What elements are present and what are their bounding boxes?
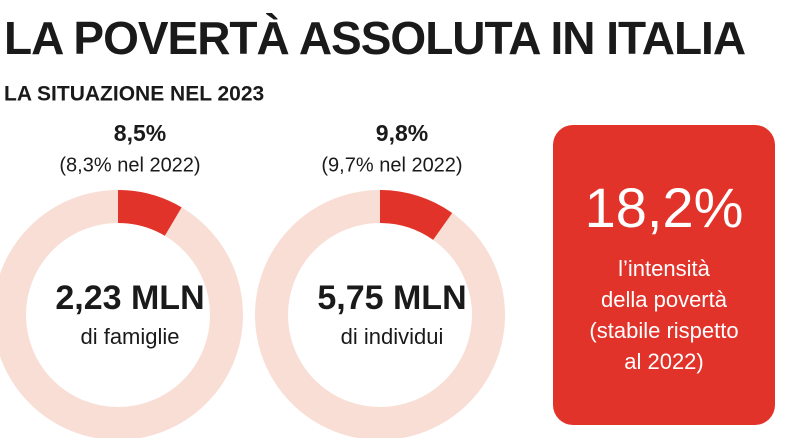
- center-label: di individui: [341, 324, 444, 349]
- center-label: di famiglie: [80, 324, 179, 349]
- center-value: 5,75 MLN: [317, 279, 466, 317]
- center-value: 2,23 MLN: [55, 279, 204, 317]
- box-line: (stabile rispetto: [589, 318, 738, 343]
- note: (9,7% nel 2022): [321, 154, 462, 176]
- value-label: 9,8%: [376, 120, 428, 146]
- note: (8,3% nel 2022): [59, 154, 200, 176]
- box-value: 18,2%: [585, 176, 744, 239]
- donut-segment: [117, 190, 182, 237]
- title: LA POVERTÀ ASSOLUTA IN ITALIA: [4, 12, 745, 64]
- donut-segment: [379, 190, 453, 241]
- highlight-box: [553, 125, 775, 425]
- box-line: l’intensità: [618, 256, 710, 281]
- subtitle: LA SITUAZIONE NEL 2023: [4, 83, 264, 106]
- box-line: della povertà: [601, 287, 728, 312]
- box-line: al 2022): [624, 349, 704, 374]
- value-label: 8,5%: [114, 120, 166, 146]
